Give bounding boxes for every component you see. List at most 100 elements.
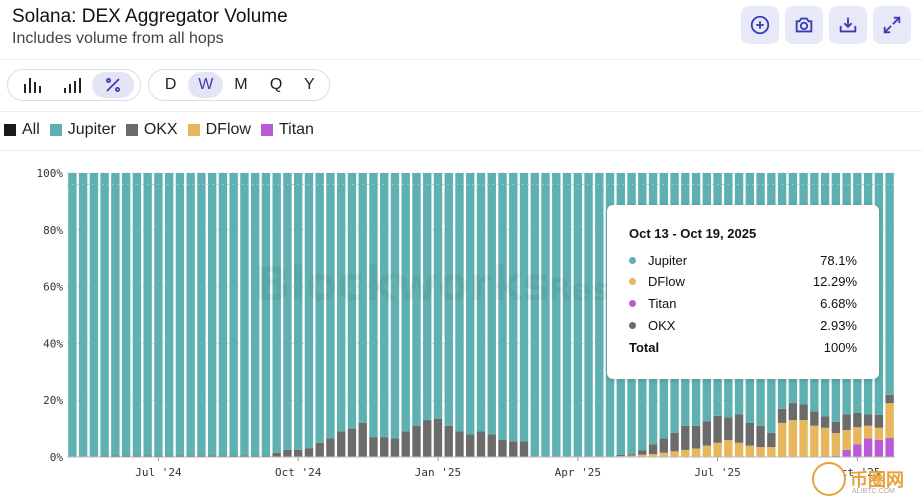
bar-segment-okx[interactable] bbox=[143, 455, 152, 457]
bar-segment-okx[interactable] bbox=[466, 434, 475, 457]
bar-segment-dflow[interactable] bbox=[745, 445, 755, 457]
bar-segment-jupiter[interactable] bbox=[143, 173, 152, 456]
bar-segment-jupiter[interactable] bbox=[261, 173, 271, 456]
bar-segment-okx[interactable] bbox=[734, 414, 744, 443]
bar-segment-okx[interactable] bbox=[745, 422, 755, 446]
bar-segment-okx[interactable] bbox=[777, 408, 787, 423]
bar-segment-okx[interactable] bbox=[358, 422, 367, 457]
bar-segment-jupiter[interactable] bbox=[595, 173, 604, 457]
bar-segment-okx[interactable] bbox=[616, 454, 625, 457]
bar-segment-jupiter[interactable] bbox=[433, 173, 443, 419]
bar-segment-jupiter[interactable] bbox=[466, 173, 475, 435]
bar-segment-dflow[interactable] bbox=[863, 425, 873, 439]
bar-segment-dflow[interactable] bbox=[874, 427, 884, 440]
bar-segment-dflow[interactable] bbox=[810, 425, 819, 457]
bar-segment-jupiter[interactable] bbox=[272, 173, 281, 453]
bar-segment-okx[interactable] bbox=[788, 403, 798, 421]
bar-segment-jupiter[interactable] bbox=[68, 173, 77, 457]
bar-segment-dflow[interactable] bbox=[681, 449, 690, 457]
mode-stacked-bar[interactable] bbox=[52, 72, 92, 98]
bar-segment-dflow[interactable] bbox=[777, 422, 787, 457]
add-button[interactable] bbox=[741, 6, 779, 44]
bar-segment-okx[interactable] bbox=[885, 394, 894, 404]
bar-segment-jupiter[interactable] bbox=[573, 173, 582, 457]
mode-bar-chart[interactable] bbox=[12, 72, 52, 98]
bar-segment-jupiter[interactable] bbox=[358, 173, 367, 423]
interval-q[interactable]: Q bbox=[269, 76, 283, 93]
bar-segment-dflow[interactable] bbox=[767, 447, 776, 457]
bar-segment-titan[interactable] bbox=[853, 444, 862, 457]
bar-segment-okx[interactable] bbox=[294, 449, 303, 457]
bar-segment-jupiter[interactable] bbox=[390, 173, 400, 439]
bar-segment-okx[interactable] bbox=[702, 421, 712, 446]
bar-segment-okx[interactable] bbox=[627, 454, 636, 456]
bar-segment-jupiter[interactable] bbox=[154, 173, 163, 456]
bar-segment-jupiter[interactable] bbox=[100, 173, 109, 456]
bar-segment-jupiter[interactable] bbox=[401, 173, 410, 432]
bar-segment-jupiter[interactable] bbox=[519, 173, 529, 442]
bar-segment-okx[interactable] bbox=[444, 425, 453, 457]
bar-segment-dflow[interactable] bbox=[799, 420, 808, 457]
bar-segment-jupiter[interactable] bbox=[315, 173, 324, 443]
bar-segment-jupiter[interactable] bbox=[347, 173, 357, 429]
bar-segment-okx[interactable] bbox=[315, 442, 324, 457]
bar-segment-jupiter[interactable] bbox=[283, 173, 292, 450]
bar-segment-okx[interactable] bbox=[820, 416, 830, 428]
bar-segment-okx[interactable] bbox=[455, 431, 464, 457]
bar-segment-okx[interactable] bbox=[121, 455, 131, 457]
bar-segment-okx[interactable] bbox=[713, 415, 722, 443]
bar-segment-okx[interactable] bbox=[283, 449, 292, 457]
bar-segment-jupiter[interactable] bbox=[498, 173, 507, 440]
bar-segment-okx[interactable] bbox=[390, 438, 400, 457]
bar-segment-okx[interactable] bbox=[111, 455, 120, 457]
bar-segment-okx[interactable] bbox=[380, 437, 389, 457]
legend-item-titan[interactable]: Titan bbox=[260, 121, 314, 139]
bar-segment-dflow[interactable] bbox=[820, 427, 830, 457]
bar-segment-okx[interactable] bbox=[874, 414, 884, 428]
bar-segment-jupiter[interactable] bbox=[337, 173, 346, 432]
bar-segment-okx[interactable] bbox=[433, 418, 443, 457]
bar-segment-jupiter[interactable] bbox=[530, 173, 539, 457]
bar-segment-okx[interactable] bbox=[423, 420, 432, 457]
bar-segment-okx[interactable] bbox=[659, 438, 668, 453]
interval-m[interactable]: M bbox=[234, 76, 248, 93]
screenshot-button[interactable] bbox=[785, 6, 823, 44]
bar-segment-okx[interactable] bbox=[369, 437, 378, 457]
bar-segment-jupiter[interactable] bbox=[240, 173, 249, 456]
download-button[interactable] bbox=[829, 6, 867, 44]
bar-segment-dflow[interactable] bbox=[670, 451, 679, 457]
legend-item-dflow[interactable]: DFlow bbox=[187, 121, 251, 139]
bar-segment-okx[interactable] bbox=[799, 404, 808, 421]
bar-segment-okx[interactable] bbox=[412, 425, 421, 457]
bar-segment-jupiter[interactable] bbox=[562, 173, 572, 457]
interval-d[interactable]: D bbox=[164, 76, 177, 93]
bar-segment-okx[interactable] bbox=[519, 441, 529, 457]
bar-segment-okx[interactable] bbox=[863, 414, 873, 426]
bar-segment-jupiter[interactable] bbox=[121, 173, 131, 456]
bar-segment-jupiter[interactable] bbox=[444, 173, 453, 426]
bar-segment-jupiter[interactable] bbox=[250, 173, 260, 456]
bar-segment-jupiter[interactable] bbox=[304, 173, 314, 449]
bar-segment-okx[interactable] bbox=[476, 431, 486, 457]
bar-segment-okx[interactable] bbox=[401, 431, 410, 457]
bar-segment-jupiter[interactable] bbox=[111, 173, 120, 456]
bar-segment-okx[interactable] bbox=[132, 455, 142, 457]
interval-w[interactable]: W bbox=[188, 72, 224, 98]
bar-segment-okx[interactable] bbox=[197, 455, 206, 457]
bar-segment-jupiter[interactable] bbox=[229, 173, 238, 456]
bar-segment-okx[interactable] bbox=[853, 412, 862, 428]
bar-segment-dflow[interactable] bbox=[713, 442, 722, 457]
bar-segment-okx[interactable] bbox=[767, 432, 776, 448]
bar-segment-okx[interactable] bbox=[207, 455, 217, 457]
bar-segment-okx[interactable] bbox=[498, 439, 507, 457]
bar-segment-jupiter[interactable] bbox=[326, 173, 335, 439]
bar-segment-okx[interactable] bbox=[724, 417, 733, 440]
bar-segment-titan[interactable] bbox=[863, 438, 873, 457]
bar-segment-okx[interactable] bbox=[100, 455, 109, 457]
bar-segment-okx[interactable] bbox=[186, 455, 195, 457]
bar-segment-okx[interactable] bbox=[670, 432, 679, 452]
bar-segment-dflow[interactable] bbox=[702, 445, 712, 457]
bar-segment-jupiter[interactable] bbox=[132, 173, 142, 456]
bar-segment-jupiter[interactable] bbox=[294, 173, 303, 450]
bar-segment-dflow[interactable] bbox=[724, 439, 733, 457]
